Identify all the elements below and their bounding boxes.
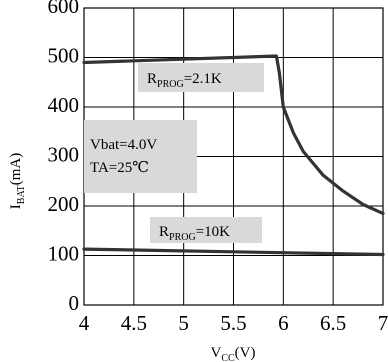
label-box-layer xyxy=(84,63,264,243)
y-axis-label-main: I xyxy=(8,204,24,209)
y-tick-label: 500 xyxy=(48,43,80,67)
series-label-main: R xyxy=(159,224,169,240)
series-line-rprog-2-1k xyxy=(82,54,385,215)
x-tick-label: 7 xyxy=(378,311,388,335)
series-label-sub: PROG xyxy=(157,79,184,90)
series-label-rprog-10k: RPROG=10K xyxy=(159,224,230,243)
y-tick-label: 0 xyxy=(69,291,80,315)
y-axis-label: IBAT(mA) xyxy=(8,153,27,209)
y-tick-label: 200 xyxy=(48,192,80,216)
x-axis-label-main: V xyxy=(210,345,221,361)
x-axis-label: VCC(V) xyxy=(210,345,255,362)
series-label-main: R xyxy=(147,71,157,87)
y-tick-label: 400 xyxy=(48,93,80,117)
x-tick-label: 4 xyxy=(79,311,90,335)
annotation-vbat: Vbat=4.0V xyxy=(90,137,157,153)
y-tick-label: 600 xyxy=(48,0,80,18)
annotation-box xyxy=(84,120,197,193)
y-tick-label: 100 xyxy=(48,241,80,265)
series-label-box-2-1k xyxy=(138,63,264,92)
series-label-rprog-2-1k: RPROG=2.1K xyxy=(147,71,222,90)
series-label-value: =2.1K xyxy=(184,71,222,87)
series-label-value: =10K xyxy=(196,224,230,240)
series-label-box-10k xyxy=(150,217,262,243)
y-tick-label: 300 xyxy=(48,142,80,166)
x-tick-label: 6 xyxy=(278,311,289,335)
y-axis-label-sub: BAT xyxy=(16,185,27,204)
x-tick-label: 5 xyxy=(178,311,189,335)
series-label-sub: PROG xyxy=(169,232,196,243)
y-axis-label-unit: (mA) xyxy=(8,153,24,186)
x-axis-label-unit: (V) xyxy=(235,345,256,361)
x-tick-label: 4.5 xyxy=(121,311,147,335)
x-tick-label: 5.5 xyxy=(220,311,246,335)
series-layer xyxy=(82,54,385,257)
x-axis-label-sub: CC xyxy=(221,353,235,362)
annotation-ta: TA=25℃ xyxy=(90,160,149,176)
series-line-rprog-10k xyxy=(82,247,385,257)
x-tick-label: 6.5 xyxy=(320,311,346,335)
tick-label-layer: 4 4.5 5 5.5 6 6.5 7 0 100 200 300 400 500 600 xyxy=(48,0,388,335)
